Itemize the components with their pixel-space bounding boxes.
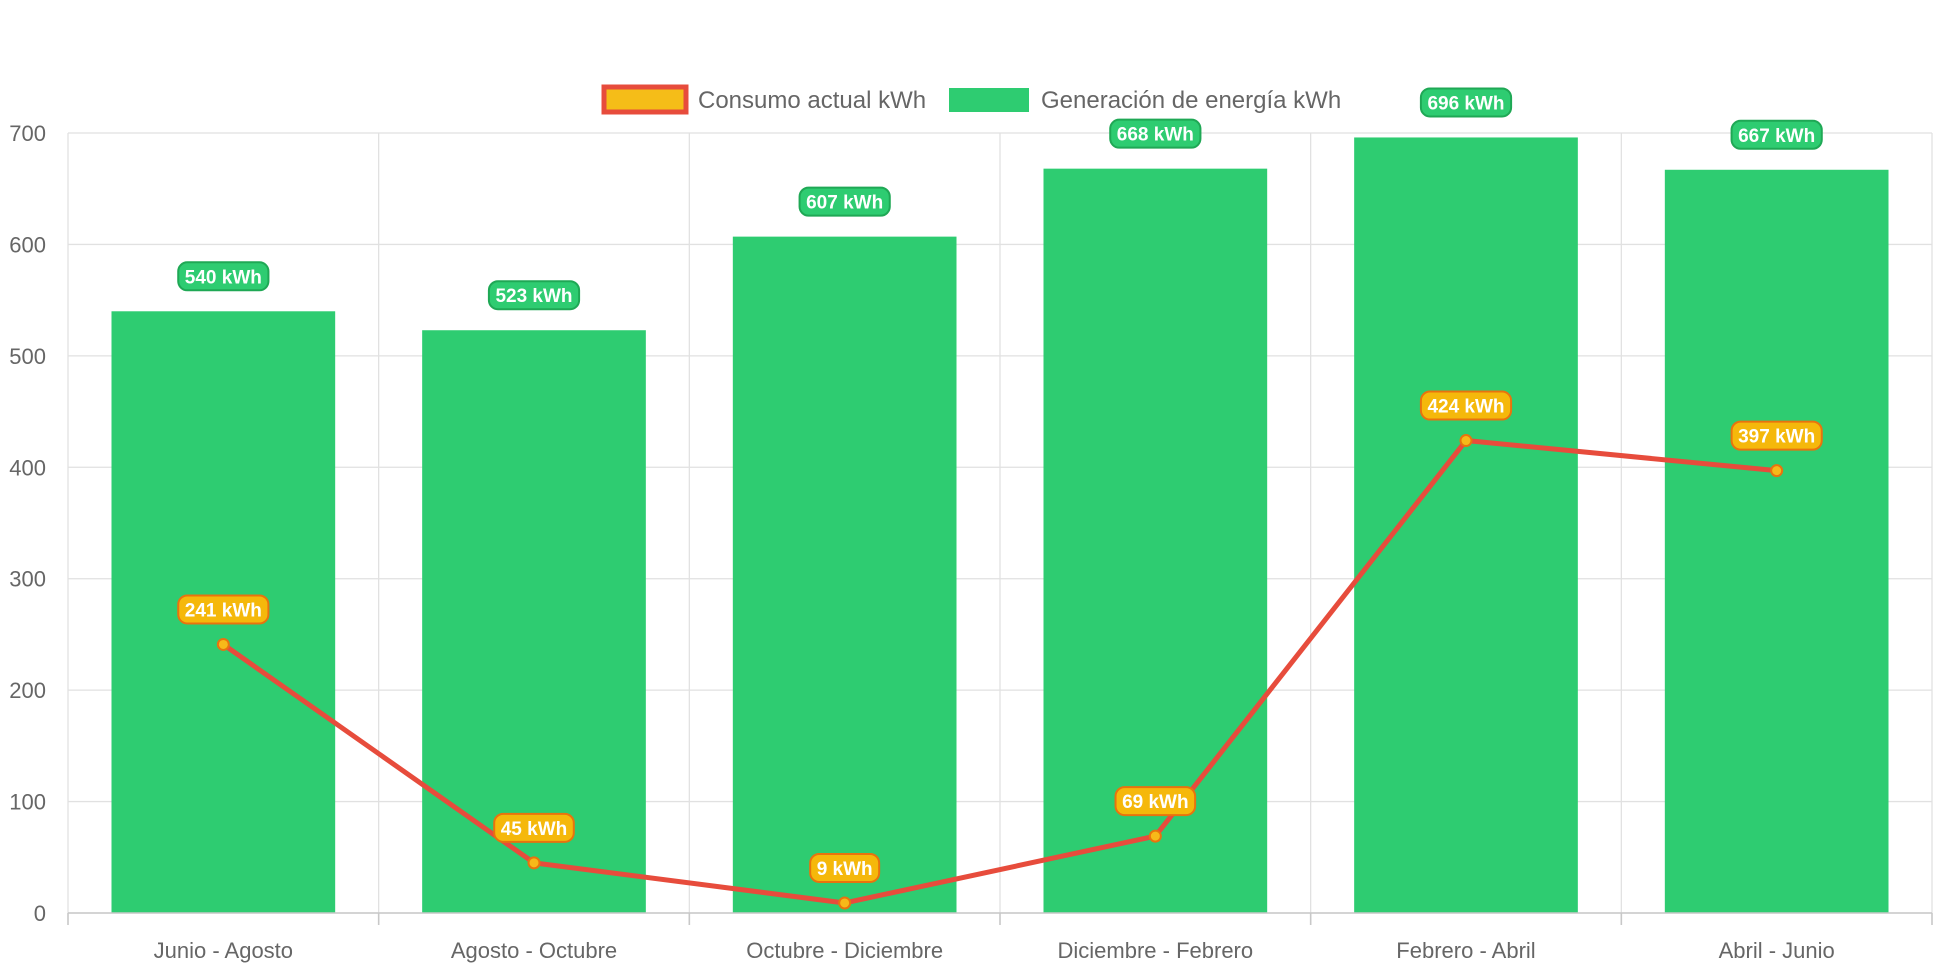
x-tick-label: Febrero - Abril [1396, 938, 1535, 963]
line-point[interactable] [527, 856, 541, 870]
line-data-label-text: 424 kWh [1427, 397, 1504, 418]
line-data-label-bg [1114, 786, 1197, 817]
line-data-label: 397 kWh [1730, 420, 1823, 451]
line-point[interactable] [838, 896, 852, 910]
bar-data-label-bg [1419, 87, 1513, 118]
legend-item-bar[interactable]: Generación de energía kWh [949, 87, 1341, 114]
bar-data-label-text: 607 kWh [806, 193, 883, 214]
line-data-label: 45 kWh [493, 812, 575, 843]
line-data-label-bg [177, 594, 270, 625]
bar[interactable] [732, 236, 957, 914]
bar-data-label: 668 kWh [1109, 118, 1202, 149]
x-tick-label: Octubre - Diciembre [746, 938, 943, 963]
bar-data-label: 696 kWh [1419, 87, 1513, 118]
bar-data-label-text: 668 kWh [1117, 125, 1194, 146]
line-point[interactable] [1770, 464, 1784, 478]
bar[interactable] [1664, 169, 1889, 913]
line-data-label-bg [809, 852, 881, 883]
y-tick-label: 600 [9, 232, 46, 257]
bar-data-label: 667 kWh [1730, 119, 1823, 150]
line-point[interactable] [1148, 829, 1162, 843]
line-data-label-text: 69 kWh [1122, 792, 1189, 813]
line-data-label-text: 397 kWh [1738, 427, 1815, 448]
line-data-label: 424 kWh [1419, 390, 1513, 421]
line-data-label: 9 kWh [809, 852, 881, 883]
line-data-label: 69 kWh [1114, 786, 1197, 817]
y-tick-label: 300 [9, 567, 46, 592]
line-point[interactable] [1459, 434, 1473, 448]
bar-data-label-text: 523 kWh [495, 286, 572, 307]
axes: 0 100 200 300 400 500 600 700 Junio - Agosto Agos… [9, 121, 1933, 963]
bar-data-label: 523 kWh [487, 280, 581, 311]
line-data-label-text: 45 kWh [501, 819, 568, 840]
bar-data-label: 540 kWh [177, 261, 270, 292]
line-data-label-bg [1730, 420, 1823, 451]
y-tick-label: 100 [9, 790, 46, 815]
bar-data-label-bg [1109, 118, 1202, 149]
data-labels: 540 kWh 523 kWh 607 kWh 668 kWh 696 kWh 667 k… [177, 87, 1823, 883]
line-data-label-text: 9 kWh [817, 859, 873, 880]
line-series [216, 434, 1784, 910]
legend-item-line[interactable]: Consumo actual kWh [601, 84, 926, 115]
legend[interactable]: Consumo actual kWh Generación de energía… [601, 84, 1341, 115]
legend-swatch-line [601, 84, 689, 115]
consumption-line [221, 438, 1777, 906]
legend-label-bar: Generación de energía kWh [1041, 87, 1341, 114]
bar-data-label-text: 696 kWh [1427, 93, 1504, 114]
line-point[interactable] [216, 637, 230, 651]
x-tick-label: Agosto - Octubre [451, 938, 617, 963]
bar-data-label-bg [177, 261, 270, 292]
line-data-label-text: 241 kWh [185, 600, 262, 621]
bar-data-label-bg [798, 186, 891, 217]
bar-data-label: 607 kWh [798, 186, 891, 217]
y-tick-label: 200 [9, 678, 46, 703]
bar[interactable] [1354, 137, 1578, 913]
x-tick-label: Diciembre - Febrero [1058, 938, 1254, 963]
line-data-label-bg [493, 812, 575, 843]
legend-label-line: Consumo actual kWh [698, 87, 926, 114]
line-data-label: 241 kWh [177, 594, 270, 625]
x-tick-label: Junio - Agosto [154, 938, 293, 963]
bar-data-label-bg [1730, 119, 1823, 150]
bar-data-label-text: 667 kWh [1738, 126, 1815, 147]
grid [67, 132, 1933, 914]
y-tick-label: 500 [9, 344, 46, 369]
y-tick-label: 700 [9, 121, 46, 146]
line-data-label-bg [1419, 390, 1513, 421]
bar-data-label-text: 540 kWh [185, 267, 262, 288]
x-tick-label: Abril - Junio [1719, 938, 1835, 963]
legend-swatch-bar [949, 88, 1029, 112]
y-tick-label: 0 [34, 901, 46, 926]
y-tick-label: 400 [9, 455, 46, 480]
bar-data-label-bg [487, 280, 581, 311]
